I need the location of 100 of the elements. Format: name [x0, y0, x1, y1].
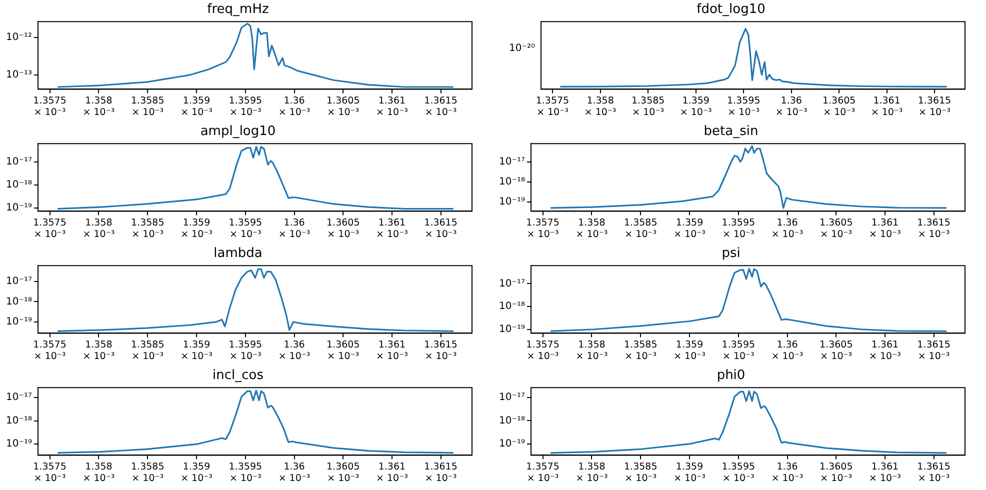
x-tick-label: 1.361 × 10⁻³ [376, 461, 408, 484]
x-tick-label: 1.36 × 10⁻³ [771, 339, 804, 362]
x-tick-label: 1.3615 × 10⁻³ [424, 461, 458, 484]
x-tick-label: 1.36 × 10⁻³ [278, 95, 310, 118]
x-tick-label: 1.3585 × 10⁻³ [131, 339, 164, 362]
chart-title: ampl_log10 [200, 124, 276, 140]
x-tick-label: 1.359 × 10⁻³ [180, 217, 213, 240]
chart-title: beta_sin [704, 124, 758, 140]
x-tick-label: 1.3575 × 10⁻³ [526, 217, 560, 240]
chart-title: incl_cos [212, 368, 264, 384]
y-tick-label: 10⁻¹⁸ [498, 415, 526, 426]
chart-title: freq_mHz [207, 2, 269, 18]
x-tick-label: 1.361 × 10⁻³ [376, 95, 408, 118]
y-tick-label: 10⁻¹³ [6, 70, 32, 81]
x-tick-label: 1.358 × 10⁻³ [82, 461, 115, 484]
x-tick-label: 1.3575 × 10⁻³ [536, 95, 570, 118]
y-tick-label: 10⁻¹² [6, 32, 32, 43]
x-tick-label: 1.36 × 10⁻³ [771, 461, 804, 484]
x-tick-label: 1.3605 × 10⁻³ [820, 217, 853, 240]
chart-title: fdot_log10 [696, 2, 766, 18]
x-tick-label: 1.359 × 10⁻³ [180, 339, 213, 362]
chart-title: phi0 [716, 368, 746, 384]
y-tick-label: 10⁻¹⁹ [498, 324, 526, 335]
x-tick-label: 1.361 × 10⁻³ [869, 217, 902, 240]
x-tick-label: 1.3585 × 10⁻³ [631, 95, 665, 118]
x-tick-label: 1.361 × 10⁻³ [870, 95, 903, 118]
x-tick-label: 1.359 × 10⁻³ [674, 461, 706, 484]
x-tick-label: 1.3575 × 10⁻³ [33, 95, 66, 118]
x-tick-label: 1.3615 × 10⁻³ [918, 95, 952, 118]
y-tick-label: 10⁻¹⁹ [6, 438, 32, 450]
y-tick-label: 10⁻¹⁷ [6, 392, 32, 404]
x-tick-label: 1.3615 × 10⁻³ [424, 339, 458, 362]
x-tick-label: 1.359 × 10⁻³ [180, 95, 213, 118]
x-tick-label: 1.358 × 10⁻³ [584, 95, 616, 118]
y-tick-label: 10⁻¹⁹ [498, 196, 526, 208]
x-tick-label: 1.361 × 10⁻³ [869, 339, 902, 362]
x-tick-label: 1.358 × 10⁻³ [82, 217, 115, 240]
x-tick-label: 1.36 × 10⁻³ [278, 217, 310, 240]
y-tick-label: 10⁻¹⁷ [498, 392, 526, 404]
x-tick-label: 1.358 × 10⁻³ [82, 95, 115, 118]
y-tick-label: 10⁻¹⁸ [6, 415, 32, 426]
x-tick-label: 1.359 × 10⁻³ [180, 461, 213, 484]
x-tick-label: 1.361 × 10⁻³ [376, 339, 408, 362]
x-tick-label: 1.3615 × 10⁻³ [424, 95, 458, 118]
x-tick-label: 1.3615 × 10⁻³ [917, 461, 950, 484]
x-tick-label: 1.3595 × 10⁻³ [228, 217, 262, 240]
y-tick-label: 10⁻¹⁷ [498, 156, 526, 168]
x-tick-label: 1.3595 × 10⁻³ [228, 339, 262, 362]
x-tick-label: 1.3605 × 10⁻³ [820, 461, 853, 484]
x-tick-label: 1.3575 × 10⁻³ [526, 461, 560, 484]
x-tick-label: 1.3575 × 10⁻³ [33, 461, 66, 484]
x-tick-label: 1.361 × 10⁻³ [376, 217, 408, 240]
y-tick-label: 10⁻¹⁹ [498, 438, 526, 450]
x-tick-label: 1.3595 × 10⁻³ [727, 95, 760, 118]
y-tick-label: 10⁻¹⁷ [6, 276, 32, 287]
x-tick-label: 1.3595 × 10⁻³ [722, 339, 756, 362]
x-tick-label: 1.3605 × 10⁻³ [822, 95, 856, 118]
y-tick-label: 10⁻¹⁹ [6, 202, 32, 214]
chart-title: psi [722, 246, 740, 262]
y-tick-label: 10⁻¹⁸ [498, 176, 526, 188]
y-tick-label: 10⁻¹⁸ [6, 296, 32, 308]
x-tick-label: 1.359 × 10⁻³ [674, 339, 706, 362]
x-tick-label: 1.3575 × 10⁻³ [33, 217, 66, 240]
x-tick-label: 1.3575 × 10⁻³ [33, 339, 66, 362]
x-tick-label: 1.361 × 10⁻³ [869, 461, 902, 484]
x-tick-label: 1.359 × 10⁻³ [674, 217, 706, 240]
x-tick-label: 1.3615 × 10⁻³ [917, 217, 950, 240]
y-tick-label: 10⁻¹⁷ [498, 278, 526, 290]
x-tick-label: 1.3575 × 10⁻³ [526, 339, 560, 362]
x-tick-label: 1.3585 × 10⁻³ [131, 95, 164, 118]
y-tick-label: 10⁻¹⁸ [498, 301, 526, 312]
y-tick-label: 10⁻¹⁹ [6, 316, 32, 328]
x-tick-label: 1.3605 × 10⁻³ [326, 95, 360, 118]
y-tick-label: 10⁻¹⁷ [6, 156, 32, 168]
x-tick-label: 1.3595 × 10⁻³ [722, 217, 756, 240]
x-tick-label: 1.3605 × 10⁻³ [326, 339, 360, 362]
x-tick-label: 1.3585 × 10⁻³ [131, 217, 164, 240]
x-tick-label: 1.36 × 10⁻³ [278, 461, 310, 484]
y-tick-label: 10⁻¹⁸ [6, 180, 32, 191]
x-tick-label: 1.36 × 10⁻³ [278, 339, 310, 362]
x-tick-label: 1.3595 × 10⁻³ [228, 95, 262, 118]
x-tick-label: 1.3605 × 10⁻³ [326, 461, 360, 484]
x-tick-label: 1.3605 × 10⁻³ [820, 339, 853, 362]
x-tick-label: 1.3595 × 10⁻³ [722, 461, 756, 484]
chart-title: lambda [214, 246, 262, 262]
x-tick-label: 1.3585 × 10⁻³ [624, 217, 658, 240]
x-tick-label: 1.3605 × 10⁻³ [326, 217, 360, 240]
x-tick-label: 1.358 × 10⁻³ [576, 339, 608, 362]
x-tick-label: 1.359 × 10⁻³ [680, 95, 712, 118]
x-tick-label: 1.3585 × 10⁻³ [131, 461, 164, 484]
x-tick-label: 1.3585 × 10⁻³ [624, 461, 658, 484]
x-tick-label: 1.358 × 10⁻³ [576, 461, 608, 484]
x-tick-label: 1.3615 × 10⁻³ [917, 339, 950, 362]
x-tick-label: 1.358 × 10⁻³ [82, 339, 115, 362]
x-tick-label: 1.36 × 10⁻³ [775, 95, 808, 118]
x-tick-label: 1.3615 × 10⁻³ [424, 217, 458, 240]
x-tick-label: 1.358 × 10⁻³ [576, 217, 608, 240]
x-tick-label: 1.36 × 10⁻³ [771, 217, 804, 240]
x-tick-label: 1.3585 × 10⁻³ [624, 339, 658, 362]
x-tick-label: 1.3595 × 10⁻³ [228, 461, 262, 484]
